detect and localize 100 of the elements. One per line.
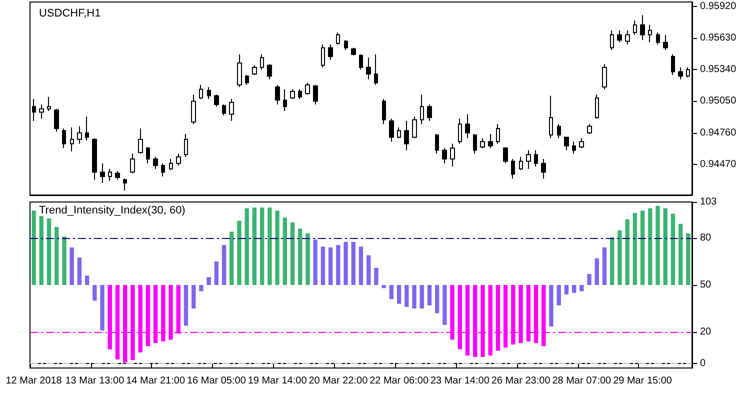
candlestick	[267, 64, 272, 80]
candlestick	[100, 162, 105, 184]
candlestick	[130, 153, 135, 174]
candlestick	[519, 156, 523, 170]
bar	[625, 219, 630, 285]
candlestick	[47, 96, 51, 112]
candlestick	[420, 94, 424, 125]
chart-title: Trend_Intensity_Index(30, 60)	[39, 204, 186, 216]
candlestick	[366, 57, 371, 80]
bar	[222, 245, 226, 285]
candlestick	[686, 66, 690, 78]
y-tick-label: 80	[700, 232, 712, 244]
bar	[686, 233, 690, 285]
bar	[70, 247, 74, 285]
bar	[199, 285, 204, 292]
y-tick-label: 50	[700, 280, 712, 290]
candlestick	[85, 116, 89, 141]
x-tick-label: 16 Mar 05:00	[186, 376, 246, 386]
candlestick	[587, 124, 592, 134]
bar	[84, 276, 90, 285]
x-tick-label: 19 Mar 14:00	[248, 376, 308, 386]
candlestick	[541, 158, 546, 180]
bar	[336, 245, 340, 285]
candlestick	[184, 133, 188, 158]
candlestick	[260, 54, 264, 70]
candlestick	[663, 34, 668, 50]
candlestick	[92, 138, 97, 180]
y-tick-label: 0.95920	[700, 0, 737, 12]
bar	[602, 247, 607, 285]
candlestick	[633, 20, 637, 36]
candlestick	[389, 118, 394, 142]
bar	[358, 246, 364, 285]
candlestick	[108, 168, 112, 182]
bar	[382, 285, 386, 288]
candlestick	[648, 24, 652, 43]
bar	[610, 237, 614, 285]
candlestick	[549, 95, 553, 139]
bar	[632, 212, 638, 285]
bar	[427, 285, 432, 306]
candlestick	[123, 178, 127, 192]
bar	[230, 232, 234, 285]
candlestick	[77, 126, 82, 144]
candlestick	[283, 88, 287, 112]
bar	[328, 247, 333, 285]
y-tick-label: 0.95340	[700, 64, 737, 76]
candlestick	[640, 14, 645, 41]
candlestick	[534, 150, 538, 168]
candlestick	[70, 126, 74, 152]
candlestick	[252, 64, 257, 76]
bar	[298, 228, 302, 285]
bar	[39, 216, 44, 285]
candlestick	[32, 98, 36, 122]
candlestick	[427, 104, 432, 122]
candlestick	[321, 44, 325, 68]
x-tick-label: 28 Mar 07:00	[552, 376, 612, 386]
bar	[587, 274, 592, 285]
bar	[442, 285, 447, 325]
bar	[564, 285, 569, 294]
candlestick	[473, 133, 477, 154]
candlestick	[488, 133, 493, 149]
bar	[244, 208, 249, 285]
bar	[100, 285, 104, 330]
bar	[46, 218, 52, 285]
candlestick	[176, 153, 181, 166]
candlestick	[412, 116, 417, 139]
candlestick	[313, 84, 318, 105]
bar	[77, 258, 82, 285]
candlestick	[678, 66, 683, 80]
bar	[92, 285, 97, 301]
candlestick	[344, 40, 348, 50]
bar	[435, 285, 440, 314]
y-tick-label: 20	[700, 326, 712, 338]
bar	[556, 285, 561, 306]
bar	[54, 227, 59, 285]
x-tick-label: 13 Mar 13:00	[65, 376, 125, 386]
candlestick	[169, 158, 173, 170]
bar	[237, 220, 242, 285]
candlestick	[503, 146, 508, 164]
candlestick	[199, 84, 203, 100]
x-tick-label: 14 Mar 21:00	[126, 376, 186, 386]
bar	[648, 208, 652, 285]
candlestick	[290, 88, 295, 100]
bar	[678, 224, 683, 285]
candlestick	[161, 162, 165, 177]
candlestick	[191, 94, 196, 125]
candlestick	[656, 32, 660, 46]
candlestick	[496, 124, 500, 144]
candlestick	[153, 156, 158, 170]
bar	[549, 285, 554, 326]
candlestick	[214, 94, 219, 108]
candlestick	[404, 120, 409, 151]
bar	[344, 242, 348, 285]
candlestick	[222, 104, 226, 116]
candlestick	[229, 98, 234, 122]
x-tick-label: 26 Mar 23:00	[491, 376, 551, 386]
candlestick	[146, 146, 150, 164]
candlestick	[305, 82, 310, 96]
bar	[351, 242, 356, 285]
candlestick	[115, 170, 120, 180]
y-tick-label: 0.95050	[700, 96, 737, 107]
